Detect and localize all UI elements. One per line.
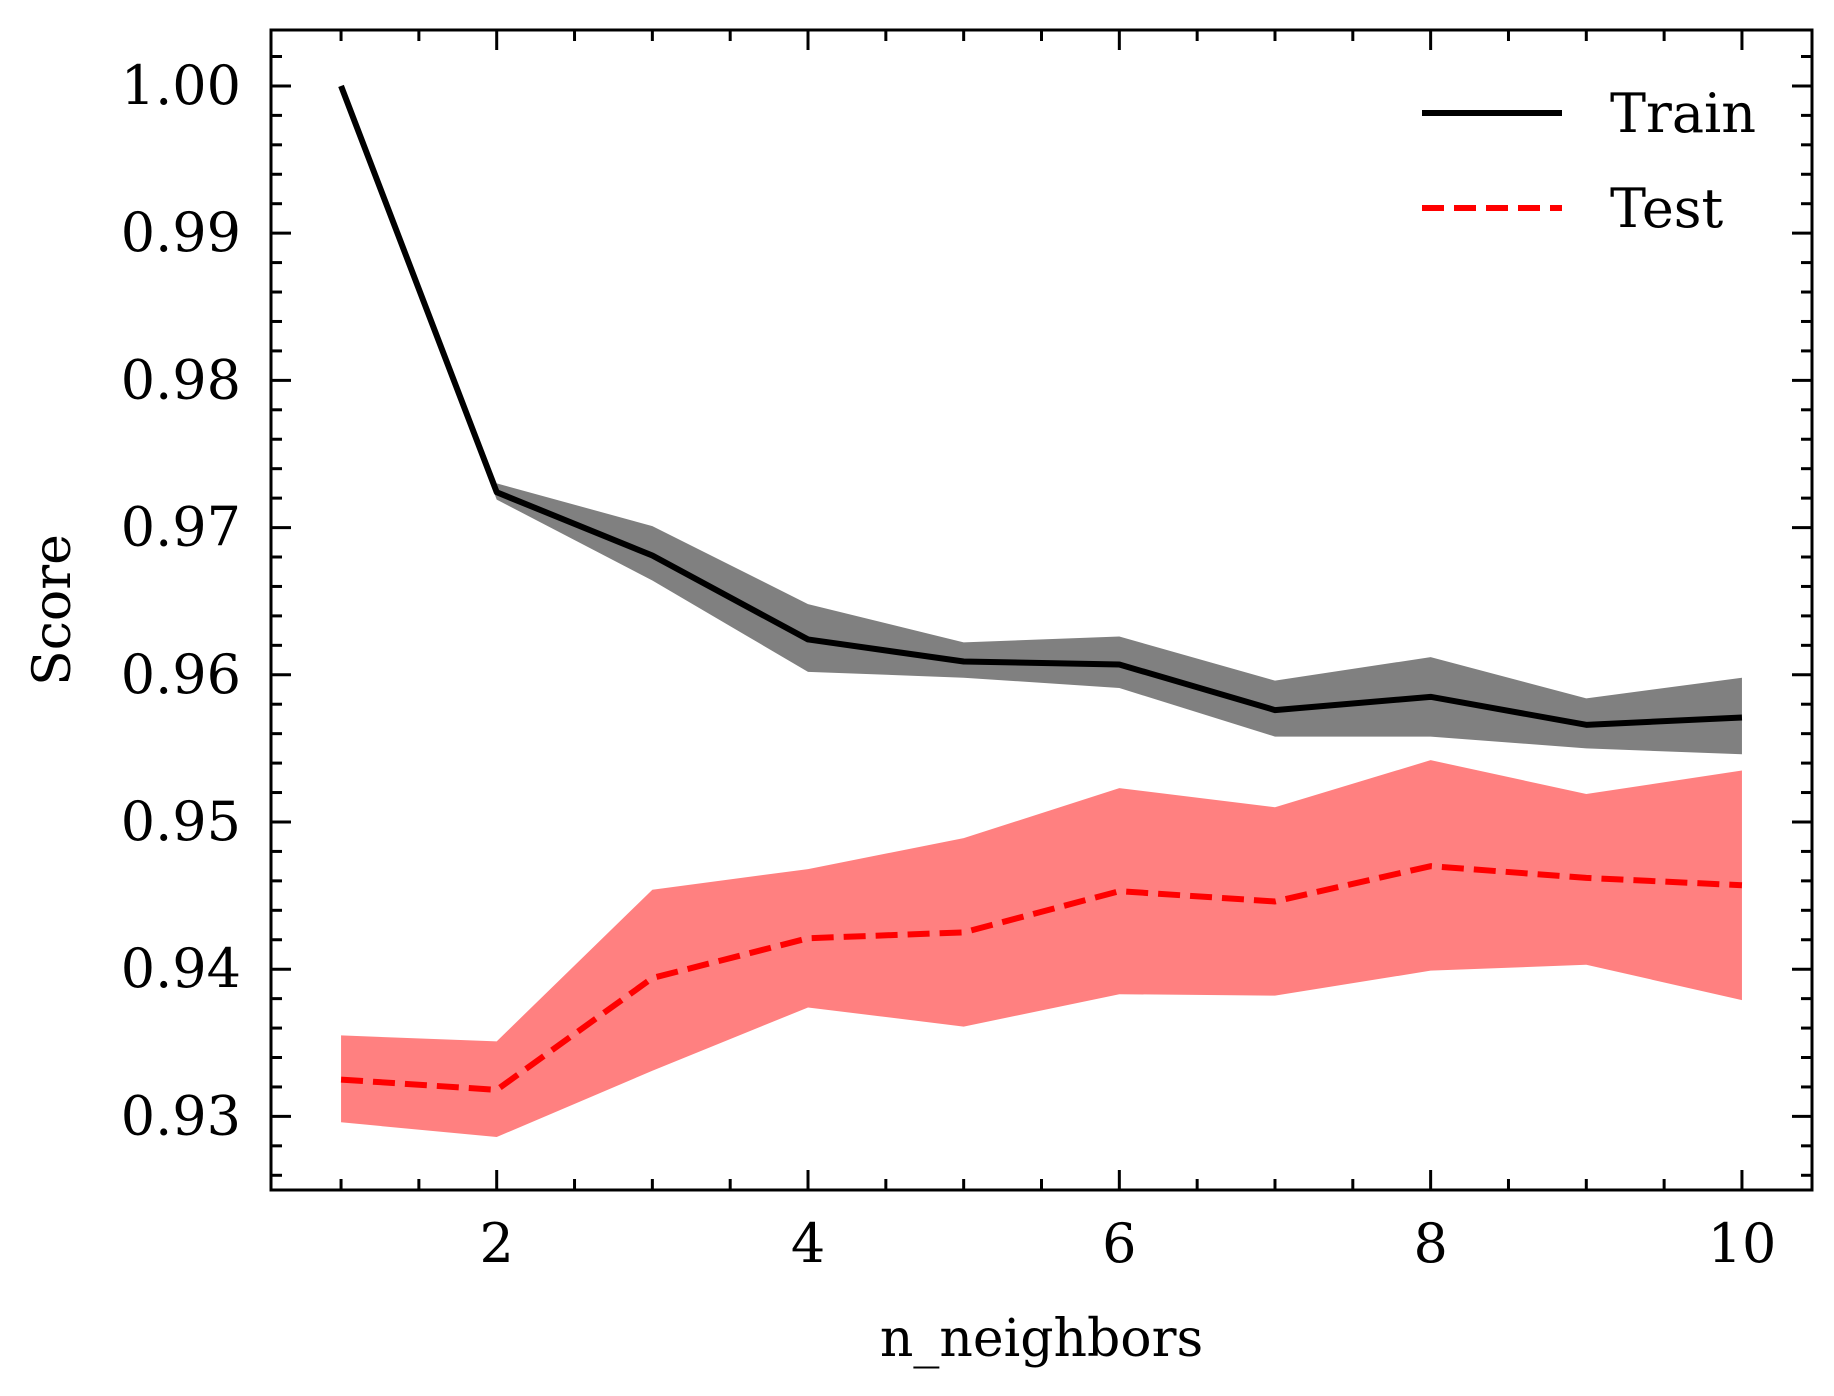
plot-frame bbox=[269, 28, 1814, 1192]
legend: Train Test bbox=[1422, 82, 1756, 240]
y-tick-label: 0.99 bbox=[121, 201, 241, 264]
legend-label-train: Train bbox=[1610, 82, 1756, 145]
x-tick-label: 4 bbox=[791, 1212, 825, 1275]
confidence-bands bbox=[341, 85, 1742, 1138]
axis-ticks bbox=[271, 30, 1812, 1190]
y-tick-label: 0.97 bbox=[121, 496, 241, 559]
y-tick-label: 0.93 bbox=[121, 1084, 241, 1147]
band-test bbox=[341, 760, 1742, 1138]
tick-labels: 2 4 6 8 10 0.93 0.94 0.95 0.96 0.97 0.98 0.99 1.00 bbox=[121, 54, 1777, 1275]
y-tick-label: 0.95 bbox=[121, 790, 241, 853]
y-tick-label: 0.94 bbox=[121, 937, 241, 1000]
series-line-test bbox=[340, 863, 1743, 1093]
series-lines bbox=[338, 84, 1743, 1093]
series-line-train bbox=[338, 84, 1743, 728]
x-tick-label: 8 bbox=[1413, 1212, 1447, 1275]
legend-label-test: Test bbox=[1610, 177, 1723, 240]
y-tick-label: 0.98 bbox=[121, 348, 241, 411]
x-tick-label: 10 bbox=[1708, 1212, 1777, 1275]
x-tick-label: 2 bbox=[480, 1212, 514, 1275]
y-axis-label: Score bbox=[23, 534, 83, 686]
band-train bbox=[341, 85, 1742, 755]
y-tick-label: 1.00 bbox=[121, 54, 241, 117]
y-tick-label: 0.96 bbox=[121, 643, 241, 706]
x-tick-label: 6 bbox=[1102, 1212, 1136, 1275]
x-axis-label: n_neighbors bbox=[880, 1309, 1203, 1369]
